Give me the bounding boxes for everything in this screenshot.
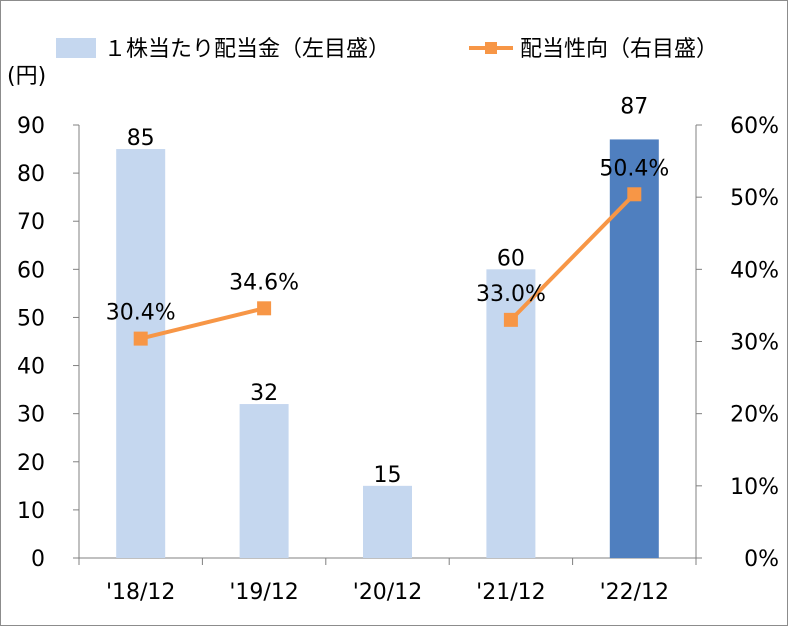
right-axis-tick-label: 30% (730, 331, 779, 356)
bar (239, 404, 289, 558)
left-axis-tick-label: 90 (17, 114, 45, 139)
left-axis-tick-label: 40 (17, 355, 45, 380)
right-axis-tick-label: 0% (744, 547, 779, 572)
right-axis-tick-label: 10% (730, 475, 779, 500)
bar-data-label: 32 (250, 381, 278, 406)
legend-swatch-bar (56, 38, 96, 58)
bar (363, 485, 412, 558)
bar (116, 149, 166, 559)
line-data-label: 33.0% (476, 282, 546, 307)
x-axis-tick-label: '22/12 (600, 580, 669, 605)
axes: 0 10 20 30 40 50 60 70 80 90 0% 10% 20% 30% 40% 50% 60% '… (17, 114, 779, 605)
left-axis-tick-label: 60 (17, 258, 45, 283)
line-marker (627, 187, 642, 202)
left-axis-tick-label: 80 (17, 162, 45, 187)
x-axis-tick-label: '20/12 (353, 580, 422, 605)
left-axis-tick-label: 30 (17, 403, 45, 428)
legend-label-line: 配当性向（右目盛） (520, 37, 718, 62)
legend-swatch-marker (485, 42, 497, 54)
x-axis-tick-label: '21/12 (476, 580, 545, 605)
left-axis-tick-label: 0 (31, 547, 45, 572)
bar-data-label: 87 (620, 94, 648, 119)
line-data-label: 34.6% (229, 270, 299, 295)
x-axis-tick-label: '19/12 (229, 580, 298, 605)
left-axis-tick-label: 70 (17, 210, 45, 235)
right-axis-tick-label: 50% (730, 186, 779, 211)
left-axis-tick-label: 20 (17, 451, 45, 476)
plot-area: 85 32 15 60 87 30.4% 34.6% 33.0% 50.4% (106, 94, 669, 559)
line-data-label: 30.4% (106, 301, 176, 326)
bar-data-label: 15 (374, 463, 402, 488)
line-marker (133, 331, 148, 346)
left-axis-tick-label: 50 (17, 306, 45, 331)
payout-ratio-line (509, 192, 636, 322)
left-axis-unit-label: (円) (7, 64, 46, 89)
bar-data-label: 85 (127, 126, 155, 151)
bar-data-label: 60 (497, 246, 525, 271)
line-marker (503, 312, 518, 327)
right-axis-tick-label: 60% (730, 114, 779, 139)
x-axis-tick-label: '18/12 (106, 580, 175, 605)
legend: １株当たり配当金（左目盛） 配当性向（右目盛） (56, 37, 718, 62)
line-marker (257, 301, 272, 316)
payout-ratio-line (140, 306, 265, 341)
bar (609, 139, 659, 558)
right-axis-tick-label: 20% (730, 403, 779, 428)
right-axis-tick-label: 40% (730, 258, 779, 283)
legend-label-bar: １株当たり配当金（左目盛） (104, 37, 390, 62)
left-axis-tick-label: 10 (17, 499, 45, 524)
bar (486, 269, 536, 558)
line-data-label: 50.4% (599, 156, 669, 181)
